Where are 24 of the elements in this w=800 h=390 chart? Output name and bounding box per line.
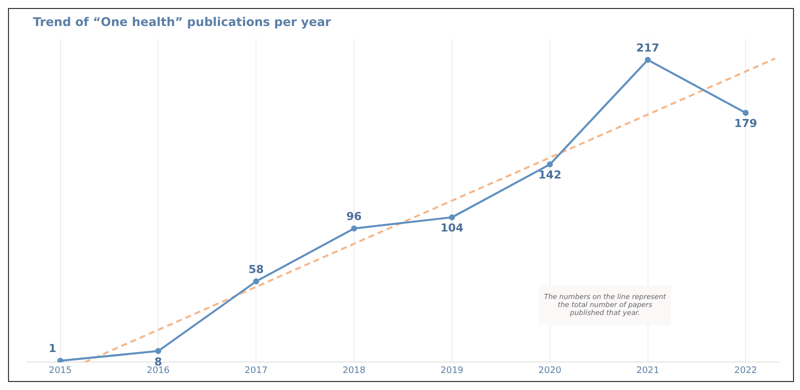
data-label: 96 [346, 210, 362, 223]
data-label: 179 [734, 117, 758, 130]
data-label: 217 [636, 41, 660, 54]
x-tick-label: 2022 [734, 366, 758, 376]
data-label: 58 [248, 262, 264, 276]
point [448, 214, 455, 220]
point [644, 56, 651, 63]
x-tick-label: 2020 [538, 366, 562, 376]
point [546, 161, 553, 168]
data-label: 1 [48, 342, 56, 356]
x-tick-label: 2021 [636, 366, 660, 376]
x-tick-label: 2015 [48, 366, 72, 376]
point [351, 225, 358, 232]
chart-title: Trend of “One health” publications per year [33, 15, 331, 29]
point [742, 110, 749, 116]
point [155, 348, 162, 354]
x-tick-label: 2018 [342, 366, 366, 376]
data-label: 142 [538, 168, 562, 182]
point [57, 358, 64, 362]
x-tick-label: 2019 [440, 366, 464, 376]
point [253, 278, 260, 284]
data-label: 104 [440, 222, 464, 235]
x-tick-label: 2017 [244, 366, 268, 376]
x-tick-label: 2016 [146, 366, 170, 376]
